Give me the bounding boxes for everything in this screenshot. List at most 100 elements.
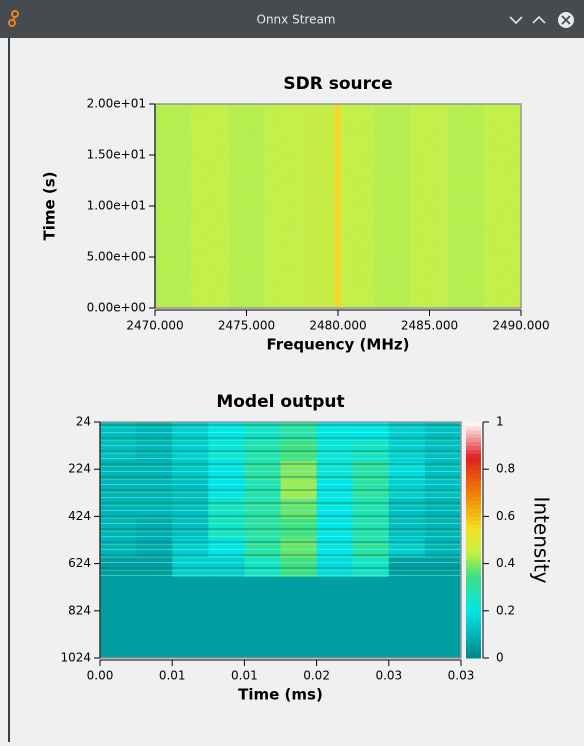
colorbar-step	[466, 638, 481, 642]
colorbar-step	[466, 615, 481, 619]
y-tick-label: 424	[68, 509, 91, 523]
colorbar-step	[466, 536, 481, 540]
colorbar-step	[466, 634, 481, 638]
heat-cell	[172, 577, 208, 658]
x-tick-label: 0.01	[231, 669, 258, 683]
colorbar-step	[466, 568, 481, 572]
colorbar-step	[466, 564, 481, 568]
colorbar-step	[466, 505, 481, 509]
colorbar-step	[466, 465, 481, 469]
colorbar-step	[466, 453, 481, 457]
heat-cell	[317, 577, 353, 658]
heat-cell	[136, 577, 172, 658]
colorbar-step	[466, 591, 481, 595]
x-tick-label: 0.03	[448, 669, 475, 683]
y-tick-label: 624	[68, 556, 91, 570]
colorbar-step	[466, 493, 481, 497]
colorbar-step	[466, 560, 481, 564]
heat-cell	[281, 577, 317, 658]
colorbar-step	[466, 422, 481, 426]
colorbar-step	[466, 446, 481, 450]
colorbar-step	[466, 469, 481, 473]
colorbar-step	[466, 457, 481, 461]
colorbar-step	[466, 528, 481, 532]
colorbar-step	[466, 630, 481, 634]
colorbar-tick-label: 0.6	[496, 509, 515, 523]
chart-title: SDR source	[283, 74, 392, 94]
colorbar-tick-label: 0.2	[496, 603, 515, 617]
noise-texture	[155, 104, 521, 308]
colorbar-step	[466, 516, 481, 520]
colorbar-tick-label: 0.8	[496, 462, 515, 476]
y-tick-label: 2.00e+01	[87, 97, 146, 111]
x-axis-label: Frequency (MHz)	[267, 336, 410, 354]
colorbar-step	[466, 603, 481, 607]
stripe-texture	[100, 422, 461, 577]
colorbar-step	[466, 650, 481, 654]
x-tick-label: 0.00	[87, 669, 114, 683]
x-tick-label: 2470.000	[126, 319, 183, 333]
colorbar-step	[466, 544, 481, 548]
y-tick-label: 1.00e+01	[87, 199, 146, 213]
colorbar-step	[466, 654, 481, 658]
colorbar-step	[466, 611, 481, 615]
colorbar-step	[466, 485, 481, 489]
colorbar-step	[466, 540, 481, 544]
y-tick-label: 24	[76, 415, 91, 429]
colorbar-step	[466, 587, 481, 591]
colorbar-tick-label: 0.4	[496, 556, 515, 570]
colorbar-step	[466, 434, 481, 438]
x-tick-label: 0.03	[375, 669, 402, 683]
close-button[interactable]	[558, 12, 574, 28]
colorbar-step	[466, 552, 481, 556]
colorbar-step	[466, 524, 481, 528]
colorbar-step	[466, 607, 481, 611]
chart-title: Model output	[216, 392, 344, 412]
colorbar-step	[466, 583, 481, 587]
colorbar-step	[466, 442, 481, 446]
colorbar-step	[466, 438, 481, 442]
colorbar-step	[466, 450, 481, 454]
y-axis-label: Time (s)	[41, 171, 59, 240]
colorbar-step	[466, 532, 481, 536]
colorbar-step	[466, 642, 481, 646]
colorbar-step	[466, 646, 481, 650]
heat-cell	[425, 577, 461, 658]
heat-cell	[100, 577, 136, 658]
colorbar-step	[466, 509, 481, 513]
colorbar-label: Intensity	[530, 496, 554, 583]
x-axis-label: Time (ms)	[238, 686, 323, 704]
y-tick-label: 824	[68, 603, 91, 617]
x-tick-label: 2485.000	[401, 319, 458, 333]
colorbar-step	[466, 623, 481, 627]
colorbar-tick-label: 1	[496, 415, 504, 429]
y-tick-label: 0.00e+00	[87, 301, 146, 315]
colorbar-step	[466, 571, 481, 575]
y-tick-label: 5.00e+00	[87, 250, 146, 264]
heat-cell	[208, 577, 244, 658]
colorbar-step	[466, 426, 481, 430]
colorbar-step	[466, 627, 481, 631]
colorbar-step	[466, 461, 481, 465]
heat-cell	[244, 577, 280, 658]
x-tick-label: 2490.000	[492, 319, 549, 333]
colorbar-step	[466, 575, 481, 579]
window-title: Onnx Stream	[257, 13, 336, 27]
colorbar-step	[466, 473, 481, 477]
colorbar-step	[466, 477, 481, 481]
x-tick-label: 2480.000	[309, 319, 366, 333]
x-tick-label: 0.01	[159, 669, 186, 683]
y-tick-label: 224	[68, 462, 91, 476]
colorbar-step	[466, 619, 481, 623]
heat-cell	[389, 577, 425, 658]
colorbar-step	[466, 501, 481, 505]
colorbar-step	[466, 512, 481, 516]
colorbar-step	[466, 595, 481, 599]
colorbar-step	[466, 520, 481, 524]
colorbar-step	[466, 497, 481, 501]
colorbar-step	[466, 556, 481, 560]
colorbar-step	[466, 579, 481, 583]
y-tick-label: 1024	[60, 651, 91, 665]
